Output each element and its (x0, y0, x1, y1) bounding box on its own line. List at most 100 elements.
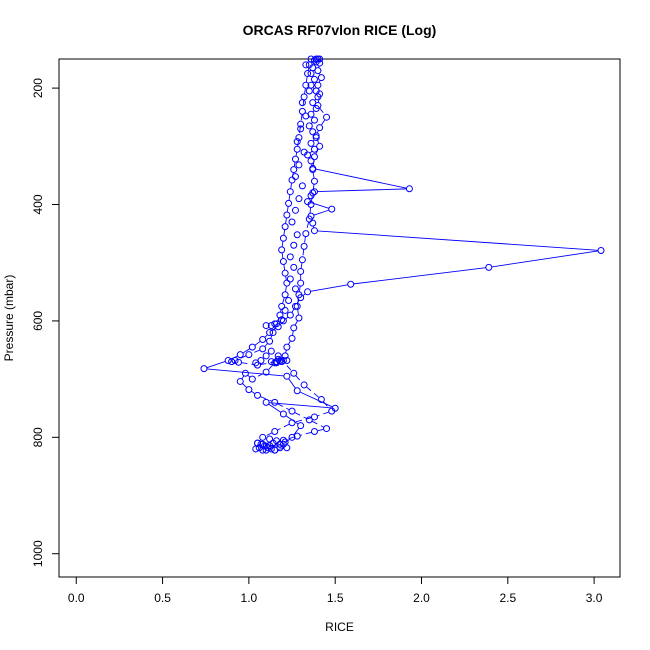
series-segment (285, 217, 287, 224)
data-point (254, 391, 262, 399)
series-segment (277, 403, 290, 411)
data-point (236, 377, 244, 385)
series-segment (302, 249, 305, 257)
plot-area (200, 55, 605, 454)
data-point (347, 280, 355, 288)
data-point (281, 352, 289, 360)
series-segment (288, 378, 296, 389)
series-segment (306, 221, 310, 231)
series-segment (297, 309, 299, 316)
series-segment (281, 252, 284, 259)
series-segment (317, 411, 330, 417)
data-point (310, 56, 318, 64)
data-point (290, 241, 298, 249)
data-point (298, 107, 306, 115)
data-point (262, 322, 270, 330)
x-axis-label: RICE (325, 620, 354, 634)
data-point (278, 316, 286, 324)
data-point (297, 422, 305, 430)
data-point (323, 425, 331, 433)
series-segment (251, 349, 261, 354)
data-point (314, 81, 322, 89)
series-segment (279, 357, 293, 372)
data-point (309, 166, 317, 174)
series-segment (285, 316, 289, 320)
series-segment (290, 182, 293, 189)
data-point (245, 351, 253, 359)
data-point (231, 356, 239, 364)
data-point (255, 444, 263, 452)
data-point (262, 352, 270, 360)
data-point (200, 365, 208, 373)
series-1 (200, 55, 605, 450)
x-axis: 0.0 0.5 1.0 1.5 2.0 2.5 3.0 (68, 576, 603, 605)
series-segment (491, 250, 599, 268)
data-point (288, 334, 296, 342)
x-tick-label: 0.5 (154, 591, 171, 605)
series-segment (292, 330, 294, 336)
data-point (309, 189, 317, 197)
data-point (328, 407, 336, 415)
data-point (279, 317, 287, 325)
series-segment (242, 348, 251, 354)
series-segment (293, 161, 296, 167)
data-point (283, 372, 291, 380)
data-point (293, 432, 301, 440)
series-segment (281, 241, 284, 248)
data-point (297, 279, 305, 287)
data-point (302, 230, 310, 238)
data-point (279, 410, 287, 418)
data-point (298, 182, 306, 190)
series-segment (353, 267, 486, 285)
data-point (293, 387, 301, 395)
data-point (316, 124, 324, 132)
series-segment (260, 361, 274, 366)
series-4 (252, 61, 313, 454)
series-segment (312, 184, 315, 190)
data-point (283, 356, 291, 364)
plot-frame (58, 58, 621, 578)
data-point (259, 345, 267, 353)
data-point (291, 155, 299, 163)
data-point (298, 256, 306, 264)
series-segment (297, 297, 299, 304)
series-segment (264, 343, 268, 347)
data-point (281, 438, 289, 446)
data-point (241, 369, 249, 377)
data-point (597, 246, 605, 254)
data-point (262, 398, 270, 406)
data-point (266, 435, 274, 443)
series-segment (269, 402, 333, 409)
series-segment (242, 383, 248, 388)
data-point (309, 219, 317, 227)
series-segment (310, 202, 330, 209)
data-point (305, 122, 313, 130)
data-point (283, 444, 291, 452)
data-point (278, 358, 286, 366)
data-point (274, 355, 282, 363)
data-point (267, 347, 275, 355)
data-point (267, 322, 275, 330)
series-segment (323, 401, 331, 410)
data-point (269, 329, 277, 337)
series-segment (309, 150, 313, 154)
data-point (310, 227, 318, 235)
data-point (317, 395, 325, 403)
series-segment (287, 340, 291, 345)
data-point (293, 302, 301, 310)
data-point (278, 246, 286, 254)
series-segment (241, 362, 255, 366)
data-point (310, 153, 318, 161)
data-point (310, 116, 318, 124)
series-segment (305, 76, 308, 83)
series-segment (304, 88, 306, 94)
series-segment (306, 386, 320, 398)
data-point (285, 199, 293, 207)
series-segment (294, 412, 307, 419)
data-point (307, 70, 315, 78)
data-point (297, 120, 305, 128)
series-segment (237, 355, 247, 360)
y-tick-label: 1000 (31, 540, 45, 567)
series-segment (241, 375, 245, 380)
